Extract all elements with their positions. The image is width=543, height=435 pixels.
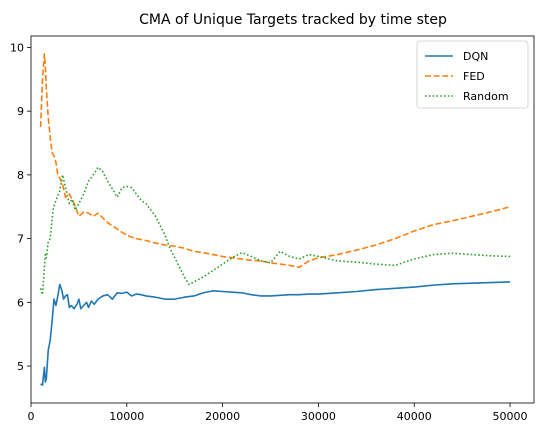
legend-label-dqn: DQN [463,50,488,63]
chart-title: CMA of Unique Targets tracked by time st… [139,12,447,28]
x-tick-label: 20000 [205,410,240,423]
x-tick-label: 0 [28,410,35,423]
y-tick-label: 8 [17,169,24,182]
x-axis: 0 10000 20000 30000 40000 50000 [28,403,528,423]
series-line-fed [39,53,511,269]
y-tick-label: 9 [17,105,24,118]
legend-label-fed: FED [463,70,485,83]
y-tick-label: 7 [17,233,24,246]
x-tick-label: 10000 [109,410,144,423]
legend-label-random: Random [463,90,509,103]
x-tick-label: 30000 [301,410,336,423]
plot-area-frame [30,35,535,404]
series-line-dqn [40,281,511,386]
legend: DQN FED Random [416,40,529,109]
x-tick-label: 50000 [493,410,528,423]
legend-box [416,40,529,109]
y-tick-label: 5 [17,360,24,373]
y-tick-label: 6 [17,296,24,309]
series-layer [39,53,511,386]
series-line-random [39,166,511,296]
x-tick-label: 40000 [397,410,432,423]
y-axis: 5 6 7 8 9 10 [10,41,31,373]
y-tick-label: 10 [10,41,24,54]
